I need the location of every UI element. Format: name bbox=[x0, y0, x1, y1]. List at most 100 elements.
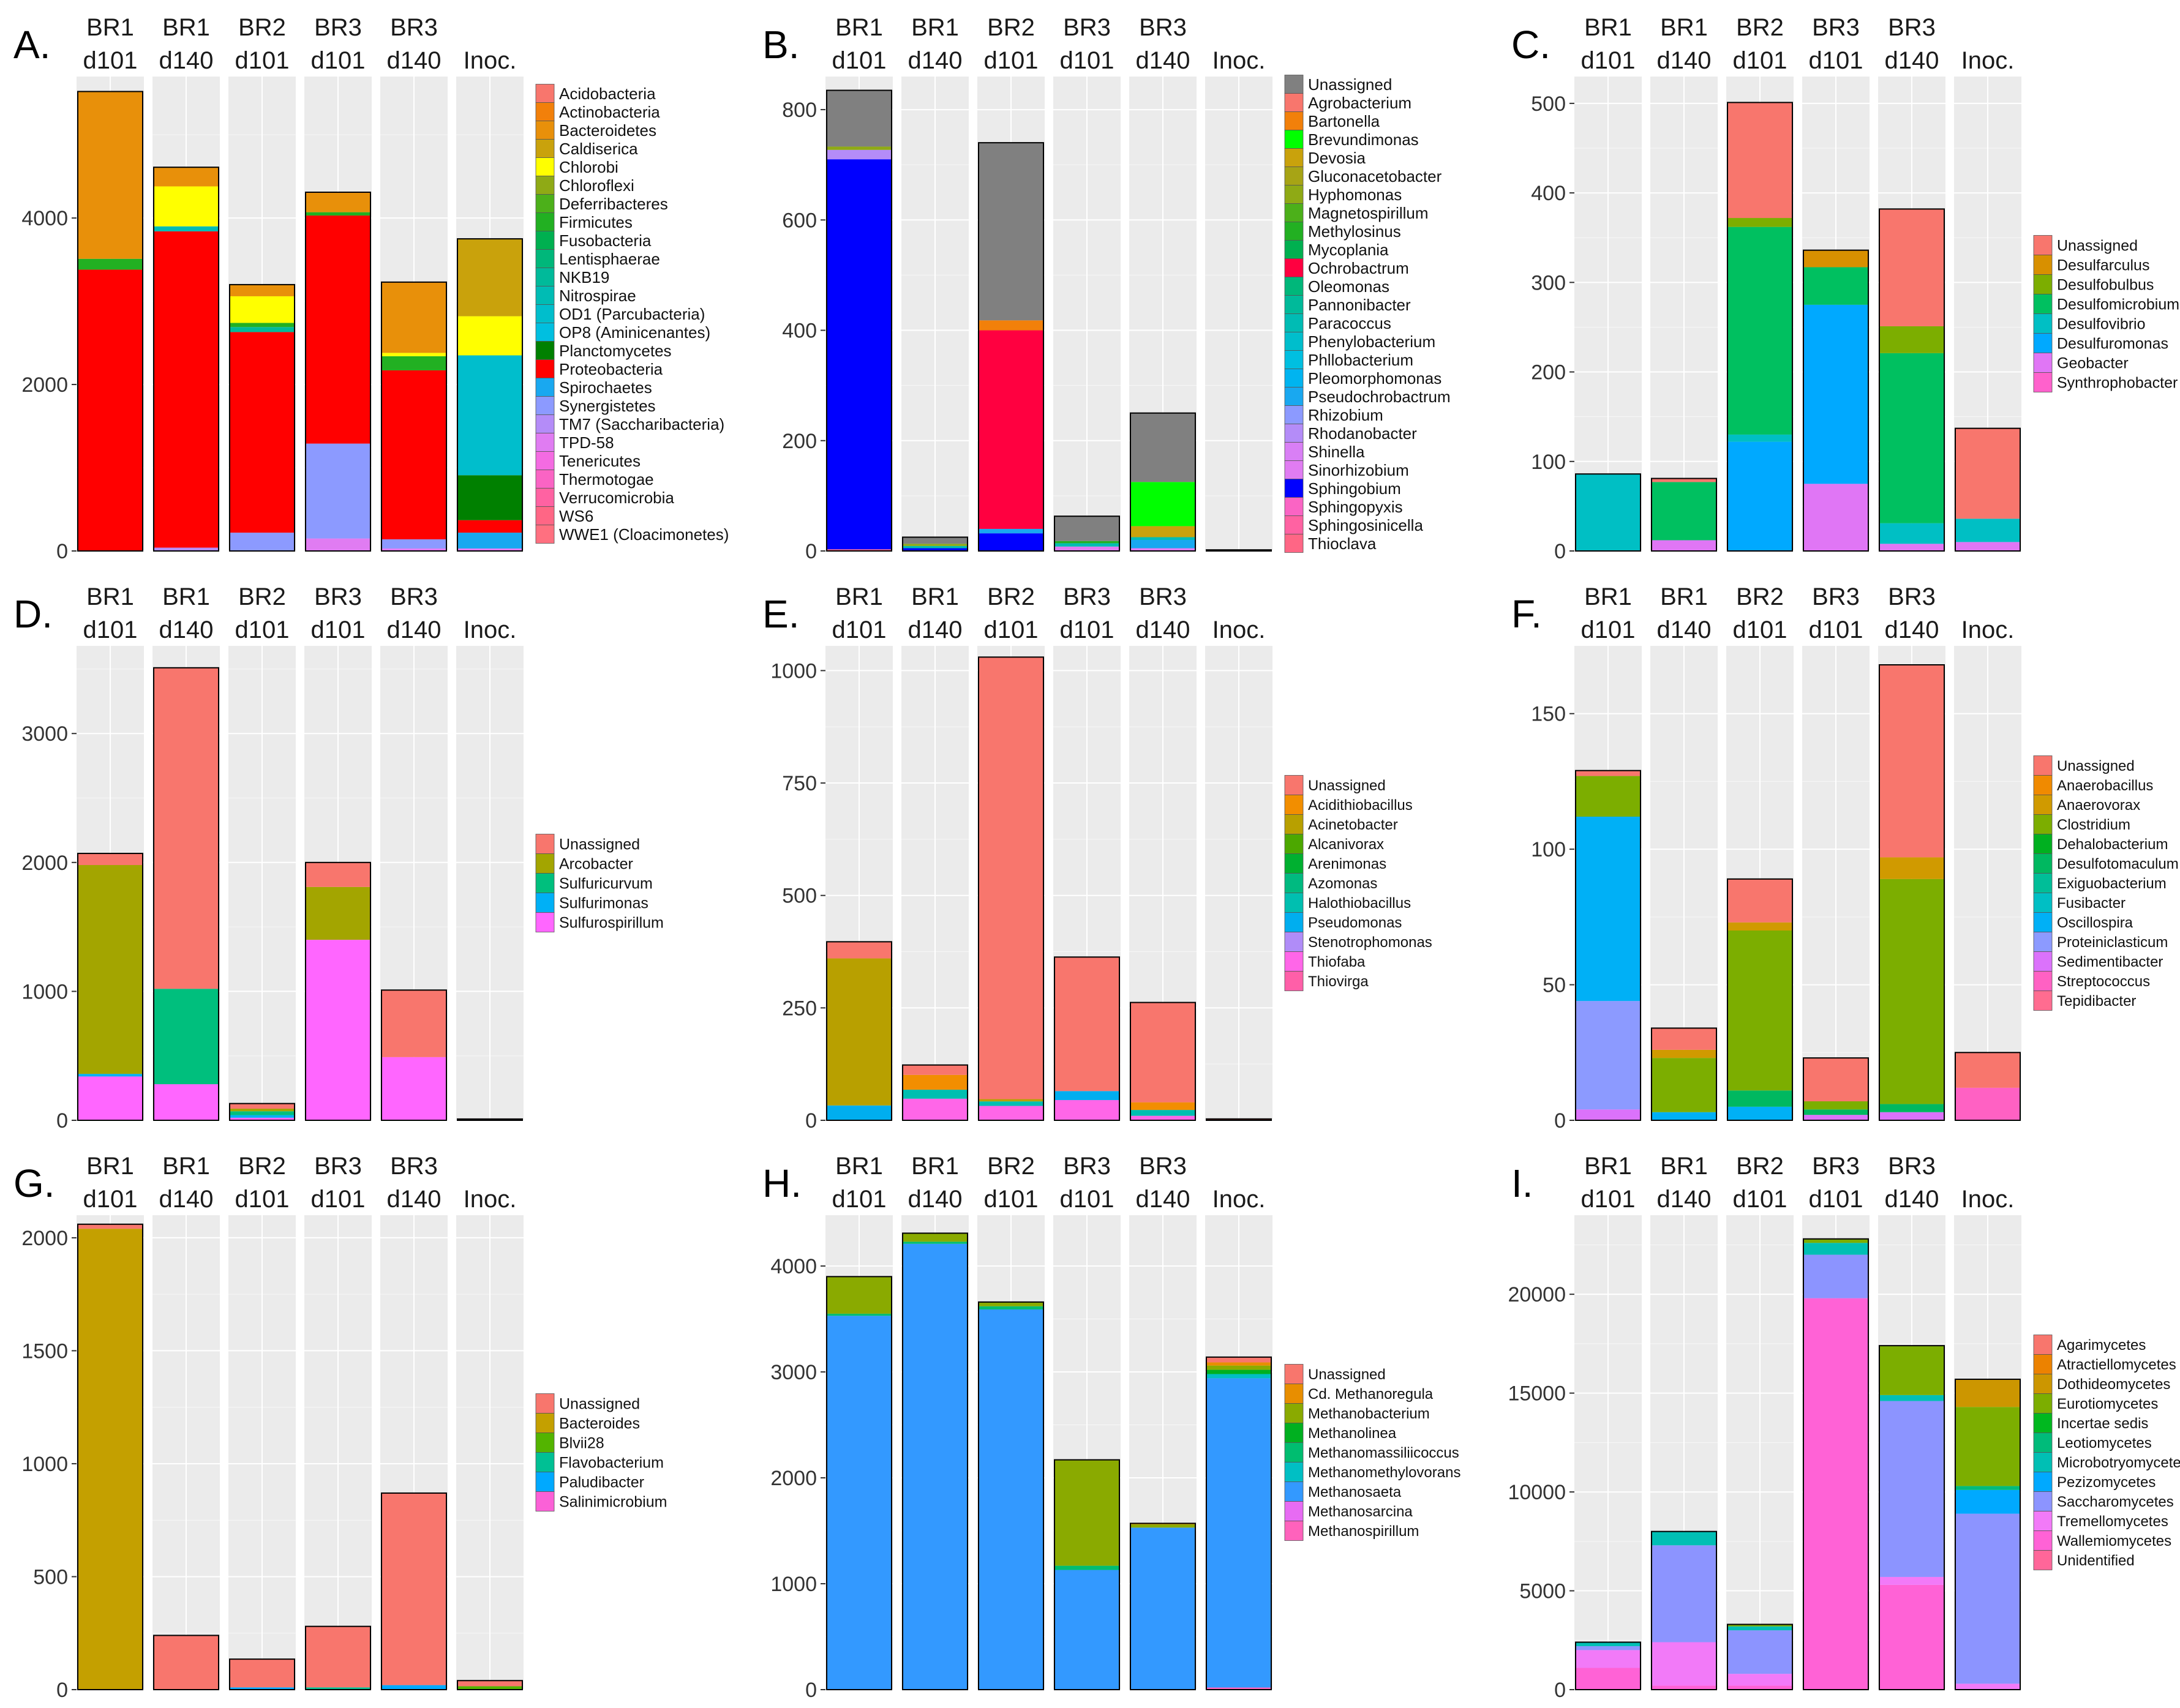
bar-segment bbox=[154, 667, 219, 989]
facet-label-bottom: d101 bbox=[1581, 1186, 1636, 1213]
panel-label: F. bbox=[1511, 592, 1542, 636]
bar-segment bbox=[382, 990, 446, 1057]
facet-label-bottom: Inoc. bbox=[464, 47, 517, 74]
legend-key bbox=[2033, 1452, 2053, 1472]
bar-outline bbox=[1727, 878, 1793, 1122]
legend-label: Desulfotomaculum bbox=[2057, 856, 2179, 872]
bar-outline bbox=[229, 1658, 295, 1690]
bar-outline bbox=[305, 1625, 371, 1691]
y-tick-label: 10000 bbox=[1508, 1481, 1566, 1504]
bar-segment bbox=[1206, 1369, 1271, 1374]
bar-segment bbox=[827, 1313, 892, 1316]
bar-segment bbox=[827, 549, 892, 551]
bar-outline bbox=[1727, 102, 1793, 552]
legend-label: Fusibacter bbox=[2057, 895, 2126, 912]
facet-label-top: BR1 bbox=[911, 1153, 959, 1180]
legend-key bbox=[535, 834, 555, 854]
bar-segment bbox=[154, 1635, 219, 1690]
bar-segment bbox=[1130, 482, 1195, 526]
bar-segment bbox=[1879, 1112, 1944, 1120]
legend-label: Desulfuromonas bbox=[2057, 335, 2168, 353]
legend-label: Agarimycetes bbox=[2057, 1337, 2146, 1354]
bar-segment bbox=[827, 1105, 892, 1120]
legend-key bbox=[1284, 534, 1304, 553]
legend-label: Desulfovibrio bbox=[2057, 316, 2146, 333]
bar-segment bbox=[1130, 1524, 1195, 1528]
bar-segment bbox=[382, 1493, 446, 1685]
legend-label: Dehalobacterium bbox=[2057, 836, 2168, 853]
y-tick-label: 200 bbox=[1531, 361, 1566, 384]
bar-segment bbox=[1879, 523, 1944, 544]
bar-segment bbox=[903, 548, 968, 551]
legend-key bbox=[2033, 1511, 2053, 1531]
bar-segment bbox=[1576, 770, 1641, 776]
y-tick-label: 4000 bbox=[770, 1255, 817, 1278]
legend-label: Blvii28 bbox=[559, 1435, 604, 1452]
bar-segment bbox=[154, 989, 219, 1085]
legend-key bbox=[1284, 460, 1304, 479]
legend-label: Oleomonas bbox=[1308, 277, 1389, 296]
legend-label: Paracoccus bbox=[1308, 314, 1391, 332]
panel-label: D. bbox=[13, 592, 53, 636]
facet-label-bottom: d140 bbox=[1136, 1186, 1190, 1213]
bar-segment bbox=[1576, 1109, 1641, 1120]
bar-segment bbox=[1727, 1674, 1792, 1686]
legend-label: Sinorhizobium bbox=[1308, 461, 1409, 479]
panel-label: G. bbox=[13, 1161, 55, 1205]
legend-key bbox=[535, 84, 555, 103]
legend-key bbox=[535, 893, 555, 913]
facet-label-bottom: d101 bbox=[235, 616, 290, 643]
bar-segment bbox=[78, 853, 143, 866]
bar-segment bbox=[78, 91, 143, 259]
bar-segment bbox=[1879, 209, 1944, 326]
legend-key bbox=[2033, 971, 2053, 991]
bar-segment bbox=[1576, 1650, 1641, 1668]
bar-segment bbox=[903, 1098, 968, 1120]
legend-label: Methanosaeta bbox=[1308, 1484, 1402, 1500]
legend-key bbox=[535, 470, 555, 489]
y-tick-label: 50 bbox=[1543, 974, 1566, 997]
legend-key bbox=[535, 488, 555, 507]
bar-segment bbox=[382, 1057, 446, 1120]
bar-segment bbox=[979, 330, 1043, 529]
bar-segment bbox=[1803, 250, 1868, 268]
bar-segment bbox=[979, 528, 1043, 534]
bar-outline bbox=[457, 1118, 523, 1122]
bar-segment bbox=[78, 1229, 143, 1690]
facet-label-top: BR3 bbox=[1139, 14, 1187, 41]
facet-label-top: BR2 bbox=[238, 1153, 286, 1180]
bar-segment bbox=[903, 544, 968, 546]
legend-key bbox=[1284, 405, 1304, 424]
bar-outline bbox=[826, 941, 892, 1121]
bar-outline bbox=[978, 1301, 1044, 1691]
bar-segment bbox=[1206, 1357, 1271, 1363]
bar-outline bbox=[229, 1103, 295, 1122]
legend-label: Sphingosinicella bbox=[1308, 516, 1423, 534]
bar-segment bbox=[1054, 1091, 1119, 1100]
bar-segment bbox=[1206, 1378, 1271, 1688]
y-tick-label: 0 bbox=[805, 1109, 817, 1133]
legend-label: Bacteroidetes bbox=[559, 121, 656, 140]
legend-label: Exiguobacterium bbox=[2057, 875, 2167, 892]
legend-label: Arcobacter bbox=[559, 856, 633, 873]
bar-segment bbox=[1727, 1090, 1792, 1107]
facet-label-top: BR1 bbox=[835, 583, 883, 610]
bar-segment bbox=[1879, 1584, 1944, 1690]
legend-key bbox=[2033, 1550, 2053, 1570]
bar-segment bbox=[903, 1243, 968, 1690]
legend-label: Salinimicrobium bbox=[559, 1494, 667, 1511]
legend-label: Phllobacterium bbox=[1308, 351, 1413, 369]
legend-key bbox=[2033, 834, 2053, 854]
bar-segment bbox=[1727, 218, 1792, 227]
bar-segment bbox=[1576, 817, 1641, 1002]
bar-segment bbox=[1727, 227, 1792, 435]
legend-label: Anaerovorax bbox=[2057, 797, 2140, 814]
bar-segment bbox=[154, 547, 219, 551]
y-tick-label: 20000 bbox=[1508, 1283, 1566, 1306]
bar-outline bbox=[77, 91, 143, 552]
bar-segment bbox=[1206, 1118, 1271, 1120]
legend-key bbox=[2033, 372, 2053, 392]
legend-key bbox=[535, 323, 555, 342]
facet-label-bottom: Inoc. bbox=[1212, 47, 1266, 74]
